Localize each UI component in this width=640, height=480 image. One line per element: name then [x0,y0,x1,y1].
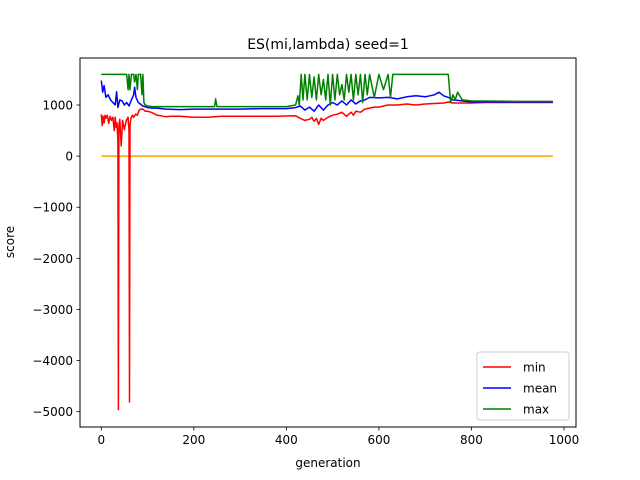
legend: min mean max [476,351,570,421]
x-tick-label: 200 [182,433,205,447]
y-axis: −5000 −4000 −3000 −2000 −1000 0 1000 [32,99,80,419]
x-tick-label: 400 [275,433,298,447]
y-tick-label: −4000 [32,354,73,368]
legend-box [476,351,570,421]
y-tick-label: −3000 [32,303,73,317]
x-tick-label: 1000 [549,433,580,447]
chart-title: ES(mi,lambda) seed=1 [247,37,409,53]
x-axis: 0 200 400 600 800 1000 [97,427,579,447]
x-axis-label: generation [295,456,360,470]
series-line-max [101,73,553,108]
y-axis-label: score [3,226,17,258]
series-line-mean [100,80,553,112]
legend-label-mean: mean [523,382,557,396]
legend-label-max: max [523,403,549,417]
axes-frame [79,57,577,428]
x-tick-label: 600 [367,433,390,447]
series-layer [100,73,553,411]
legend-label-min: min [523,361,546,375]
x-tick-label: 0 [97,433,105,447]
y-tick-label: −5000 [32,405,73,419]
y-tick-label: 0 [65,150,73,164]
y-tick-label: −2000 [32,252,73,266]
y-tick-label: −1000 [32,201,73,215]
x-tick-label: 800 [460,433,483,447]
y-tick-label: 1000 [42,99,73,113]
series-line-min [100,101,553,411]
